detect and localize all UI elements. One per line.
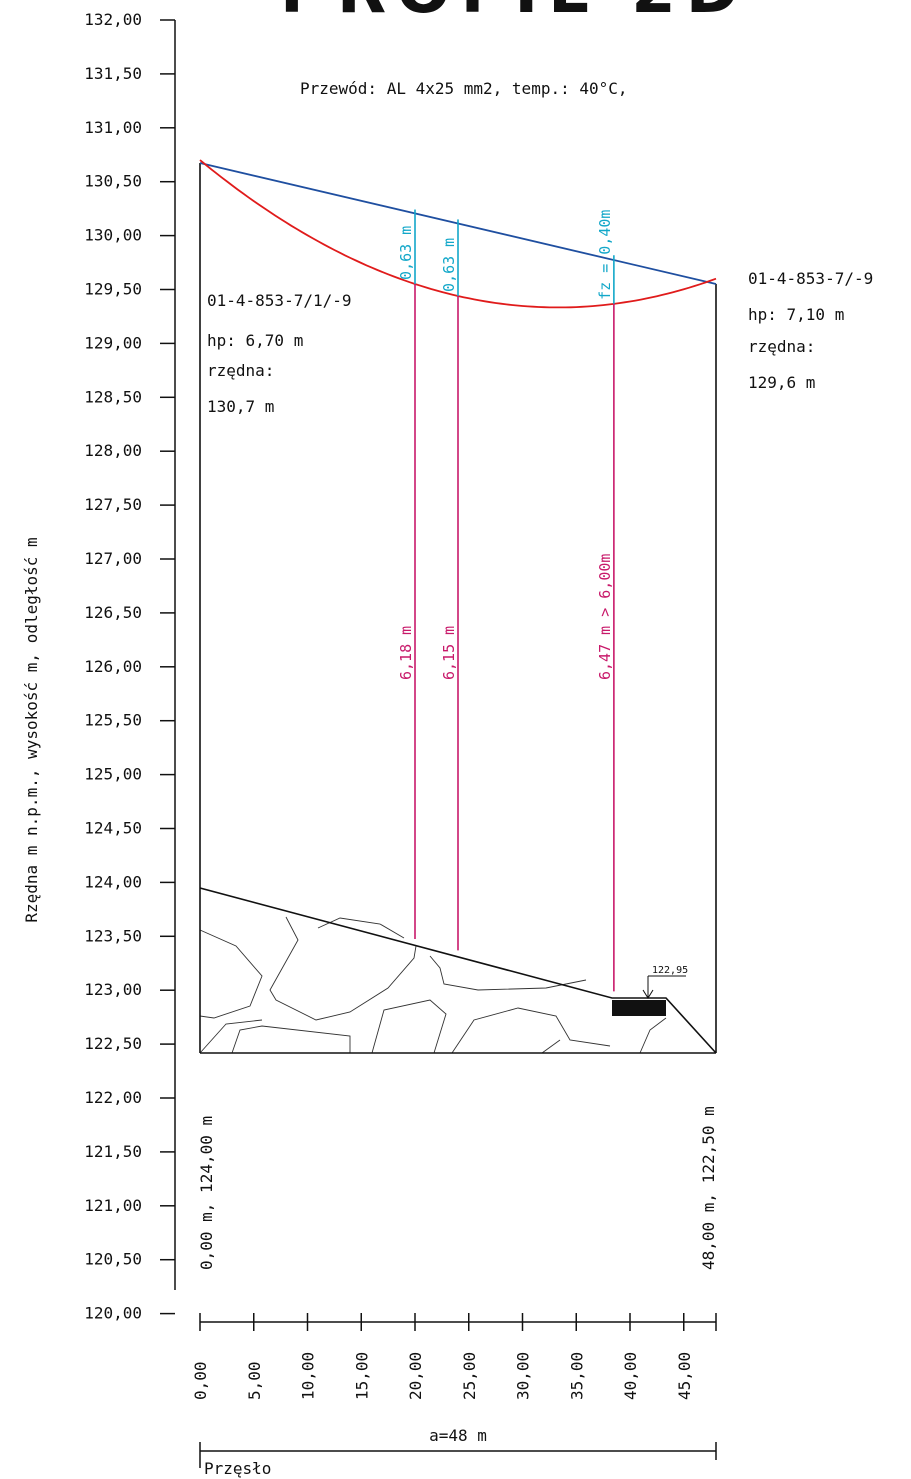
v-tick-label: 125,00 — [84, 765, 142, 784]
v-tick-label: 127,50 — [84, 495, 142, 514]
clearance-label: 6,15 m — [440, 626, 458, 680]
h-tick-label: 15,00 — [352, 1352, 371, 1400]
right-pole-elev-label: rzędna: — [748, 337, 815, 356]
v-tick-label: 129,50 — [84, 280, 142, 299]
v-tick-label: 123,00 — [84, 980, 142, 999]
h-tick-label: 40,00 — [621, 1352, 640, 1400]
sag-label: fz = 0,40m — [596, 210, 614, 300]
v-tick-label: 121,00 — [84, 1196, 142, 1215]
h-tick-label: 10,00 — [299, 1352, 318, 1400]
page-title: PROFIL 2D — [280, 0, 749, 28]
v-tick-label: 120,00 — [84, 1304, 142, 1323]
right-pole-elev: 129,6 m — [748, 373, 815, 392]
v-tick-label: 121,50 — [84, 1142, 142, 1161]
vertical-axis-ticks: 132,00 131,50 131,00 130,50 130,00 129,50 129,… — [84, 10, 175, 1323]
v-tick-label: 130,00 — [84, 226, 142, 245]
right-pole-bottom-label: 48,00 m, 122,50 m — [699, 1106, 718, 1270]
ground-profile — [199, 887, 717, 1054]
h-tick-label: 35,00 — [567, 1352, 586, 1400]
left-pole-bottom-label: 0,00 m, 124,00 m — [197, 1116, 216, 1270]
v-tick-label: 122,50 — [84, 1034, 142, 1053]
sag-label: 0,63 m — [440, 238, 458, 292]
h-tick-label: 25,00 — [460, 1352, 479, 1400]
span-label: a=48 m — [429, 1426, 487, 1445]
h-tick-label: 20,00 — [406, 1352, 425, 1400]
v-tick-label: 124,00 — [84, 872, 142, 891]
v-tick-label: 125,50 — [84, 711, 142, 730]
left-pole-height: hp: 6,70 m — [207, 331, 303, 350]
left-pole-id: 01-4-853-7/1/-9 — [207, 291, 352, 310]
v-tick-label: 123,50 — [84, 926, 142, 945]
horizontal-axis-ticks: 0,00 5,00 10,00 15,00 20,00 25,00 30,00 35,00 40… — [191, 1313, 717, 1400]
v-tick-label: 129,00 — [84, 333, 142, 352]
v-tick-label: 127,00 — [84, 549, 142, 568]
right-pole-id: 01-4-853-7/-9 — [748, 269, 873, 288]
v-tick-label: 131,00 — [84, 118, 142, 137]
sag-label: 0,63 m — [397, 226, 415, 280]
terrain-texture — [199, 916, 667, 1054]
v-tick-label: 126,00 — [84, 657, 142, 676]
v-tick-label: 122,00 — [84, 1088, 142, 1107]
v-tick-label: 130,50 — [84, 172, 142, 191]
h-tick-label: 5,00 — [245, 1361, 264, 1400]
clearance-label: 6,18 m — [397, 626, 415, 680]
conductor-note: Przewód: AL 4x25 mm2, temp.: 40°C, — [300, 79, 628, 98]
v-tick-label: 128,00 — [84, 441, 142, 460]
span-dimension — [199, 1442, 717, 1468]
measurement-lines: 0,63 m 6,18 m 0,63 m 6,15 m fz = 0,40m 6,47 m… — [397, 210, 615, 992]
v-tick-label: 128,50 — [84, 387, 142, 406]
right-pole-height: hp: 7,10 m — [748, 305, 844, 324]
v-tick-label: 120,50 — [84, 1250, 142, 1269]
clearance-label: 6,47 m > 6,00m — [596, 554, 614, 680]
obstacle-marker — [642, 975, 686, 999]
v-tick-label: 126,50 — [84, 603, 142, 622]
left-pole-elev: 130,7 m — [207, 397, 274, 416]
v-tick-label: 124,50 — [84, 819, 142, 838]
h-tick-label: 30,00 — [514, 1352, 533, 1400]
left-pole-elev-label: rzędna: — [207, 361, 274, 380]
v-tick-label: 132,00 — [84, 10, 142, 29]
vertical-axis-label: Rzędna m n.p.m., wysokość m, odległość m — [22, 537, 41, 922]
obstacle-label: 122,95 — [652, 965, 688, 976]
h-tick-label: 0,00 — [191, 1361, 210, 1400]
h-tick-label: 45,00 — [675, 1352, 694, 1400]
obstacle-block — [612, 1000, 666, 1016]
v-tick-label: 131,50 — [84, 64, 142, 83]
span-name: Przęsło — [204, 1459, 271, 1478]
